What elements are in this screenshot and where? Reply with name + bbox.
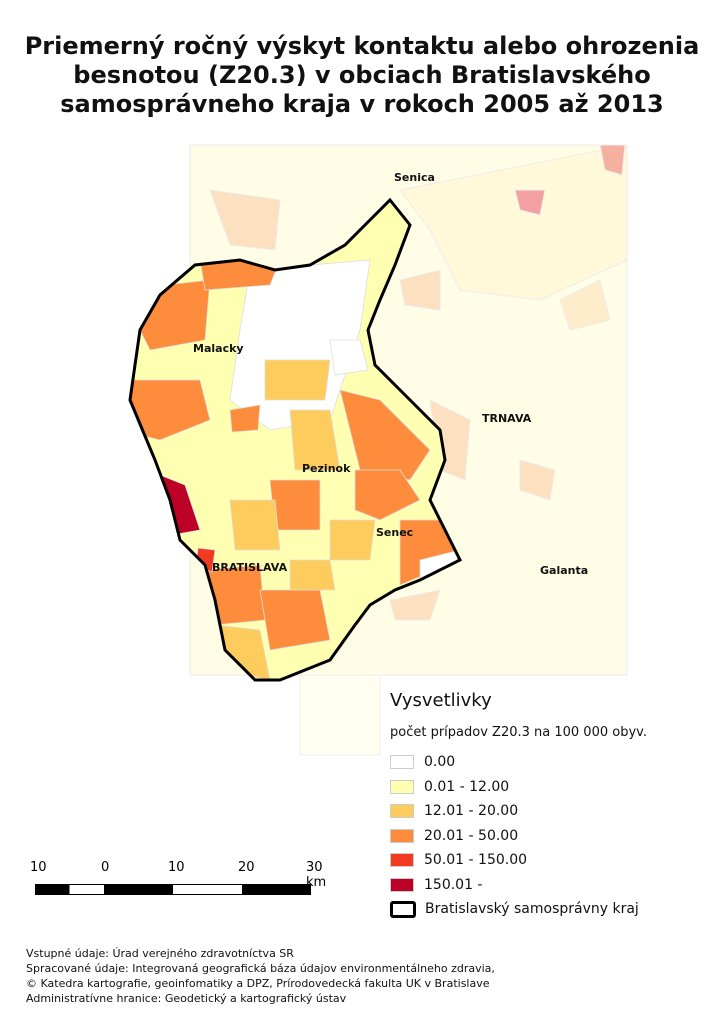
label-trnava: TRNAVA: [482, 412, 532, 425]
legend-item: 20.01 - 50.00: [390, 824, 647, 849]
legend-item: 12.01 - 20.00: [390, 799, 647, 824]
scale-tick: 10: [30, 860, 47, 875]
source-notes: Vstupné údaje: Úrad verejného zdravotníc…: [26, 946, 495, 1006]
legend-subtitle: počet prípadov Z20.3 na 100 000 obyv.: [390, 725, 647, 740]
boundary-swatch: [390, 900, 416, 918]
legend-item: 50.01 - 150.00: [390, 848, 647, 873]
legend: Vysvetlivky počet prípadov Z20.3 na 100 …: [390, 690, 647, 922]
source-line: Vstupné údaje: Úrad verejného zdravotníc…: [26, 947, 294, 960]
source-line: Spracované údaje: Integrovaná geografick…: [26, 962, 495, 975]
label-bratislava: BRATISLAVA: [212, 561, 288, 574]
legend-label: 50.01 - 150.00: [424, 852, 528, 869]
scale-tick: 0: [101, 860, 110, 875]
label-senec: Senec: [376, 526, 413, 539]
region-boundary: [128, 197, 463, 682]
source-line: © Katedra kartografie, geoinfomatiky a D…: [26, 977, 490, 990]
legend-label: 0.00: [424, 754, 456, 771]
label-senica: Senica: [394, 171, 435, 184]
legend-swatch: [390, 755, 414, 770]
scale-tick: 10: [168, 860, 185, 875]
legend-heading: Vysvetlivky: [390, 690, 492, 711]
legend-label: 12.01 - 20.00: [424, 803, 519, 820]
legend-item: 150.01 -: [390, 873, 647, 898]
map-title: Priemerný ročný výskyt kontaktu alebo oh…: [24, 32, 700, 118]
legend-label: 0.01 - 12.00: [424, 778, 510, 795]
legend-label: 150.01 -: [424, 876, 483, 893]
legend-swatch: [390, 779, 414, 794]
scale-tick: 20: [238, 860, 255, 875]
scale-bar-graphic: [35, 884, 311, 895]
legend-label: 20.01 - 50.00: [424, 827, 519, 844]
legend-swatch: [390, 853, 414, 868]
label-malacky: Malacky: [193, 342, 244, 355]
legend-swatch: [390, 877, 414, 892]
scale-tick: 30 km: [306, 860, 327, 890]
label-galanta: Galanta: [540, 564, 588, 577]
legend-item-boundary: Bratislavský samosprávny kraj: [390, 897, 647, 922]
legend-swatch: [390, 804, 414, 819]
source-line: Administratívne hranice: Geodetický a ka…: [26, 992, 347, 1005]
label-pezinok: Pezinok: [302, 462, 351, 475]
legend-item: 0.01 - 12.00: [390, 775, 647, 800]
legend-item: 0.00: [390, 750, 647, 775]
legend-label: Bratislavský samosprávny kraj: [425, 901, 639, 918]
place-labels: Senica TRNAVA Malacky Pezinok Senec BRAT…: [193, 171, 588, 577]
legend-swatch: [390, 828, 414, 843]
